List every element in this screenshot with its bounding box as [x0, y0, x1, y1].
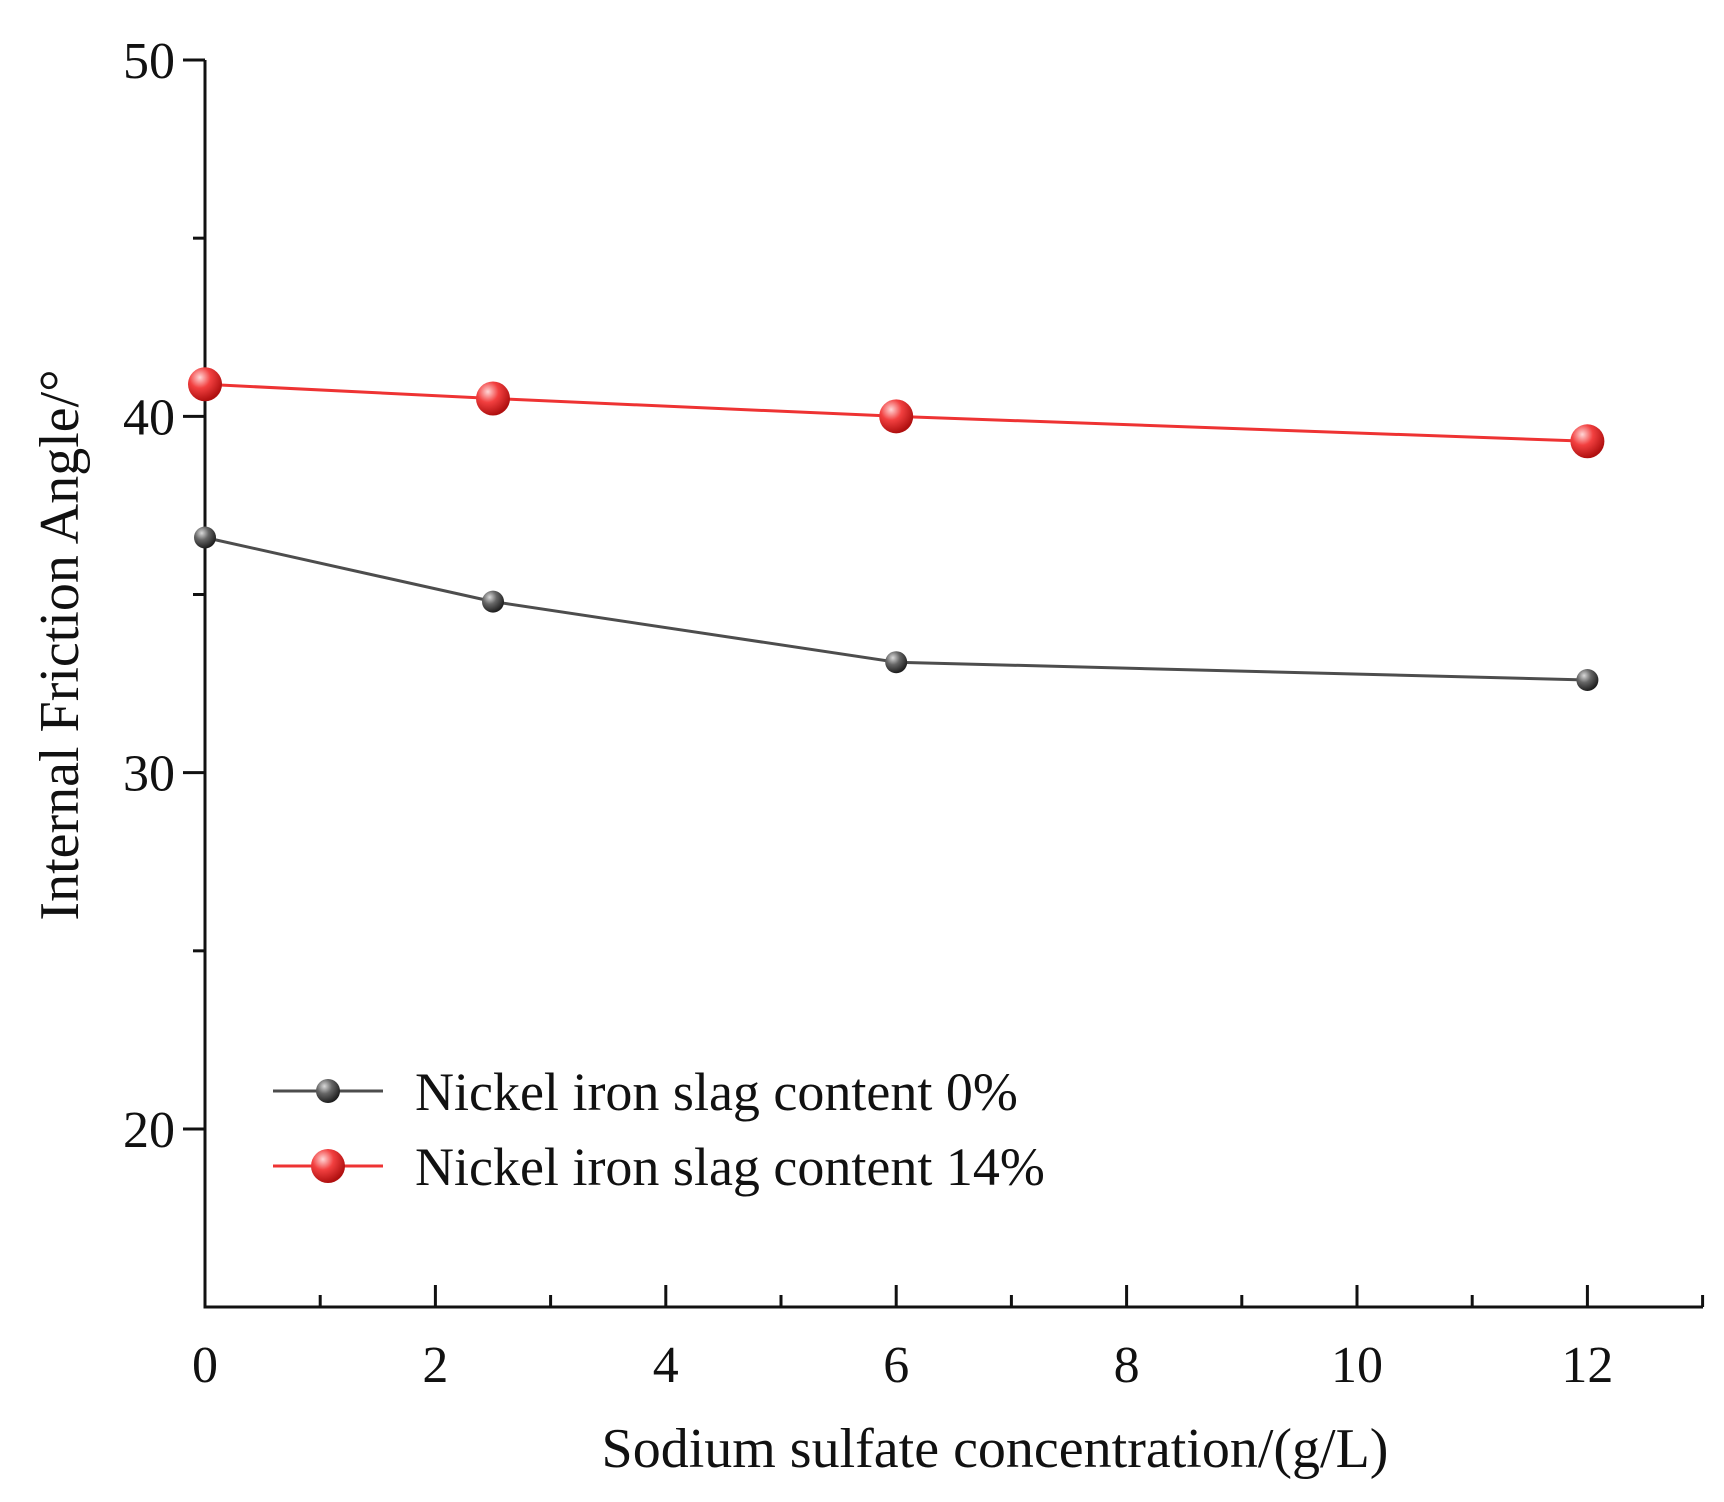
axes: 20 30 40 50 0 2 4 6 8 10 12 [123, 33, 1705, 1394]
legend-item-0: Nickel iron slag content 0% [273, 1062, 1018, 1122]
y-tick-label: 20 [123, 1102, 175, 1159]
y-axis-title: Internal Friction Angle/° [29, 369, 91, 920]
series-line-0 [204, 536, 1588, 682]
legend-label-0: Nickel iron slag content 0% [415, 1062, 1018, 1122]
legend: Nickel iron slag content 0% Nickel iron … [273, 1062, 1045, 1197]
data-point [188, 367, 222, 402]
x-tick-label: 8 [1114, 1337, 1140, 1394]
y-tick-label: 40 [123, 389, 175, 446]
x-tick-label: 0 [192, 1337, 218, 1394]
legend-marker-0 [316, 1079, 340, 1103]
data-point [879, 399, 914, 434]
series-line-1 [204, 382, 1588, 443]
x-axis-title: Sodium sulfate concentration/(g/L) [602, 1418, 1389, 1480]
x-tick-label: 4 [653, 1337, 679, 1394]
data-point [476, 381, 510, 416]
legend-marker-1 [311, 1149, 345, 1183]
data-point [194, 526, 216, 549]
series-0 [194, 526, 1599, 692]
legend-label-1: Nickel iron slag content 14% [415, 1137, 1045, 1197]
series-layer [188, 367, 1605, 692]
series-1 [188, 367, 1605, 459]
x-tick-label: 10 [1331, 1337, 1383, 1394]
data-point [885, 651, 908, 674]
data-point [482, 590, 504, 613]
data-point [1570, 424, 1605, 459]
x-tick-label: 12 [1561, 1337, 1613, 1394]
x-tick-label: 2 [422, 1337, 448, 1394]
data-point [1576, 669, 1599, 692]
y-tick-label: 50 [123, 33, 175, 90]
x-tick-label: 6 [883, 1337, 909, 1394]
legend-item-1: Nickel iron slag content 14% [273, 1137, 1045, 1197]
y-tick-label: 30 [123, 746, 175, 803]
